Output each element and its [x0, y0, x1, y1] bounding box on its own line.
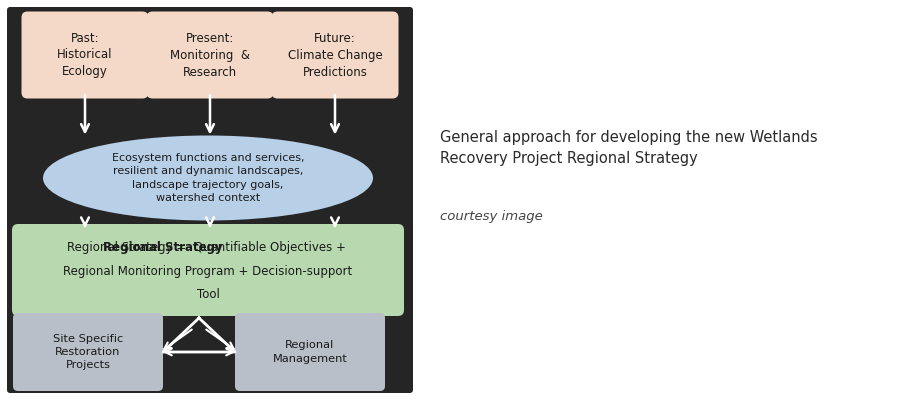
- Text: Future:
Climate Change
Predictions: Future: Climate Change Predictions: [288, 32, 382, 78]
- Text: Regional Strategy =  Quantifiable Objectives +: Regional Strategy = Quantifiable Objecti…: [67, 242, 346, 254]
- FancyBboxPatch shape: [147, 12, 274, 98]
- Text: Regional Monitoring Program + Decision-support: Regional Monitoring Program + Decision-s…: [63, 266, 353, 278]
- Text: Regional
Management: Regional Management: [273, 340, 347, 364]
- FancyBboxPatch shape: [13, 313, 163, 391]
- Text: Tool: Tool: [196, 288, 220, 300]
- Text: Past:
Historical
Ecology: Past: Historical Ecology: [58, 32, 112, 78]
- FancyBboxPatch shape: [7, 7, 413, 393]
- Text: courtesy image: courtesy image: [440, 210, 543, 223]
- Text: Regional Strategy: Regional Strategy: [103, 242, 222, 254]
- Text: Ecosystem functions and services,
resilient and dynamic landscapes,
landscape tr: Ecosystem functions and services, resili…: [112, 153, 304, 203]
- FancyBboxPatch shape: [235, 313, 385, 391]
- Text: Present:
Monitoring  &
Research: Present: Monitoring & Research: [170, 32, 250, 78]
- Text: General approach for developing the new Wetlands
Recovery Project Regional Strat: General approach for developing the new …: [440, 130, 817, 166]
- FancyBboxPatch shape: [12, 224, 404, 316]
- FancyBboxPatch shape: [22, 12, 148, 98]
- Ellipse shape: [43, 136, 373, 220]
- FancyBboxPatch shape: [272, 12, 399, 98]
- Text: Site Specific
Restoration
Projects: Site Specific Restoration Projects: [53, 334, 123, 370]
